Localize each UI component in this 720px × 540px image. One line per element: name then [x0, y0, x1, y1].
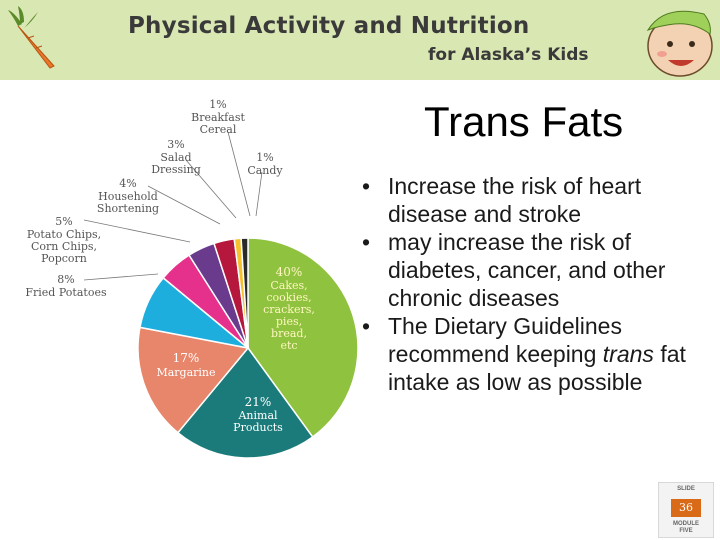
badge-module-number: FIVE: [679, 528, 693, 534]
chart-label-candy: Candy: [247, 164, 283, 177]
bullet-dot-icon: •: [362, 313, 371, 339]
chart-pct-shortening: 4%: [119, 177, 136, 190]
pie-slice: [176, 346, 314, 459]
bullet-text: may increase the risk of diabetes, cance…: [388, 229, 666, 311]
chart-pct-chips: 5%: [55, 215, 72, 228]
slide-title: Trans Fats: [424, 98, 624, 145]
chart-label-chips-2: Corn Chips,: [31, 240, 97, 253]
header-banner: Physical Activity and Nutrition for Alas…: [0, 0, 720, 80]
pie-chart: 1% Breakfast Cereal 3% Salad Dressing 1%…: [25, 98, 359, 459]
bullet-list: • Increase the risk of heart disease and…: [362, 172, 718, 396]
chart-pct-cakes: 40%: [276, 265, 303, 279]
chart-pct-fried: 8%: [57, 273, 74, 286]
chart-label-cakes-5: bread,: [271, 327, 307, 340]
slide-number-badge: SLIDE 36 MODULE FIVE: [658, 482, 714, 538]
chart-label-cakes-2: cookies,: [266, 291, 311, 304]
carrot-icon: [8, 6, 55, 69]
chart-label-fried: Fried Potatoes: [25, 286, 107, 299]
bullet-text: The Dietary Guidelines recommend keeping…: [388, 313, 686, 395]
chart-label-chips-3: Popcorn: [41, 252, 87, 265]
chart-label-cakes-3: crackers,: [263, 303, 315, 316]
banner-title: Physical Activity and Nutrition: [128, 13, 530, 39]
bullet-item: • may increase the risk of diabetes, can…: [362, 228, 718, 312]
banner-subtitle: for Alaska’s Kids: [428, 45, 589, 65]
badge-top-label: SLIDE: [677, 486, 695, 492]
chart-pct-margarine: 17%: [173, 351, 200, 365]
badge-bottom-label: MODULE FIVE: [659, 521, 713, 535]
chart-label-chips-1: Potato Chips,: [27, 228, 101, 241]
chart-label-cakes-4: pies,: [276, 315, 302, 328]
chart-label-salad-2: Dressing: [151, 163, 201, 176]
chart-pct-animal: 21%: [245, 395, 272, 409]
bullet-text: Increase the risk of heart disease and s…: [388, 173, 642, 227]
chart-label-shortening-2: Shortening: [97, 202, 159, 215]
chart-label-cakes-1: Cakes,: [270, 279, 307, 292]
kid-mascot-icon: [646, 10, 713, 77]
bullet-item: • Increase the risk of heart disease and…: [362, 172, 718, 228]
chart-pct-breakfast: 1%: [209, 98, 226, 111]
chart-pct-salad: 3%: [167, 138, 184, 151]
chart-label-cakes-6: etc: [280, 339, 297, 352]
slide-number: 36: [671, 499, 701, 517]
chart-label-margarine: Margarine: [156, 366, 215, 379]
chart-label-salad-1: Salad: [160, 151, 191, 164]
chart-label-shortening-1: Household: [98, 190, 158, 203]
pie-slice: [137, 326, 250, 434]
bullet-item: • The Dietary Guidelines recommend keepi…: [362, 312, 718, 396]
chart-label-breakfast-2: Cereal: [200, 123, 237, 136]
bullet-dot-icon: •: [362, 173, 371, 199]
bullet-dot-icon: •: [362, 229, 371, 255]
chart-label-animal-2: Products: [233, 421, 283, 434]
chart-label-breakfast-1: Breakfast: [191, 111, 245, 124]
chart-label-animal-1: Animal: [237, 409, 278, 422]
pie-slice: [247, 237, 359, 439]
pie-slice: [240, 237, 249, 349]
chart-pct-candy: 1%: [256, 151, 273, 164]
badge-module-label: MODULE: [673, 521, 699, 527]
